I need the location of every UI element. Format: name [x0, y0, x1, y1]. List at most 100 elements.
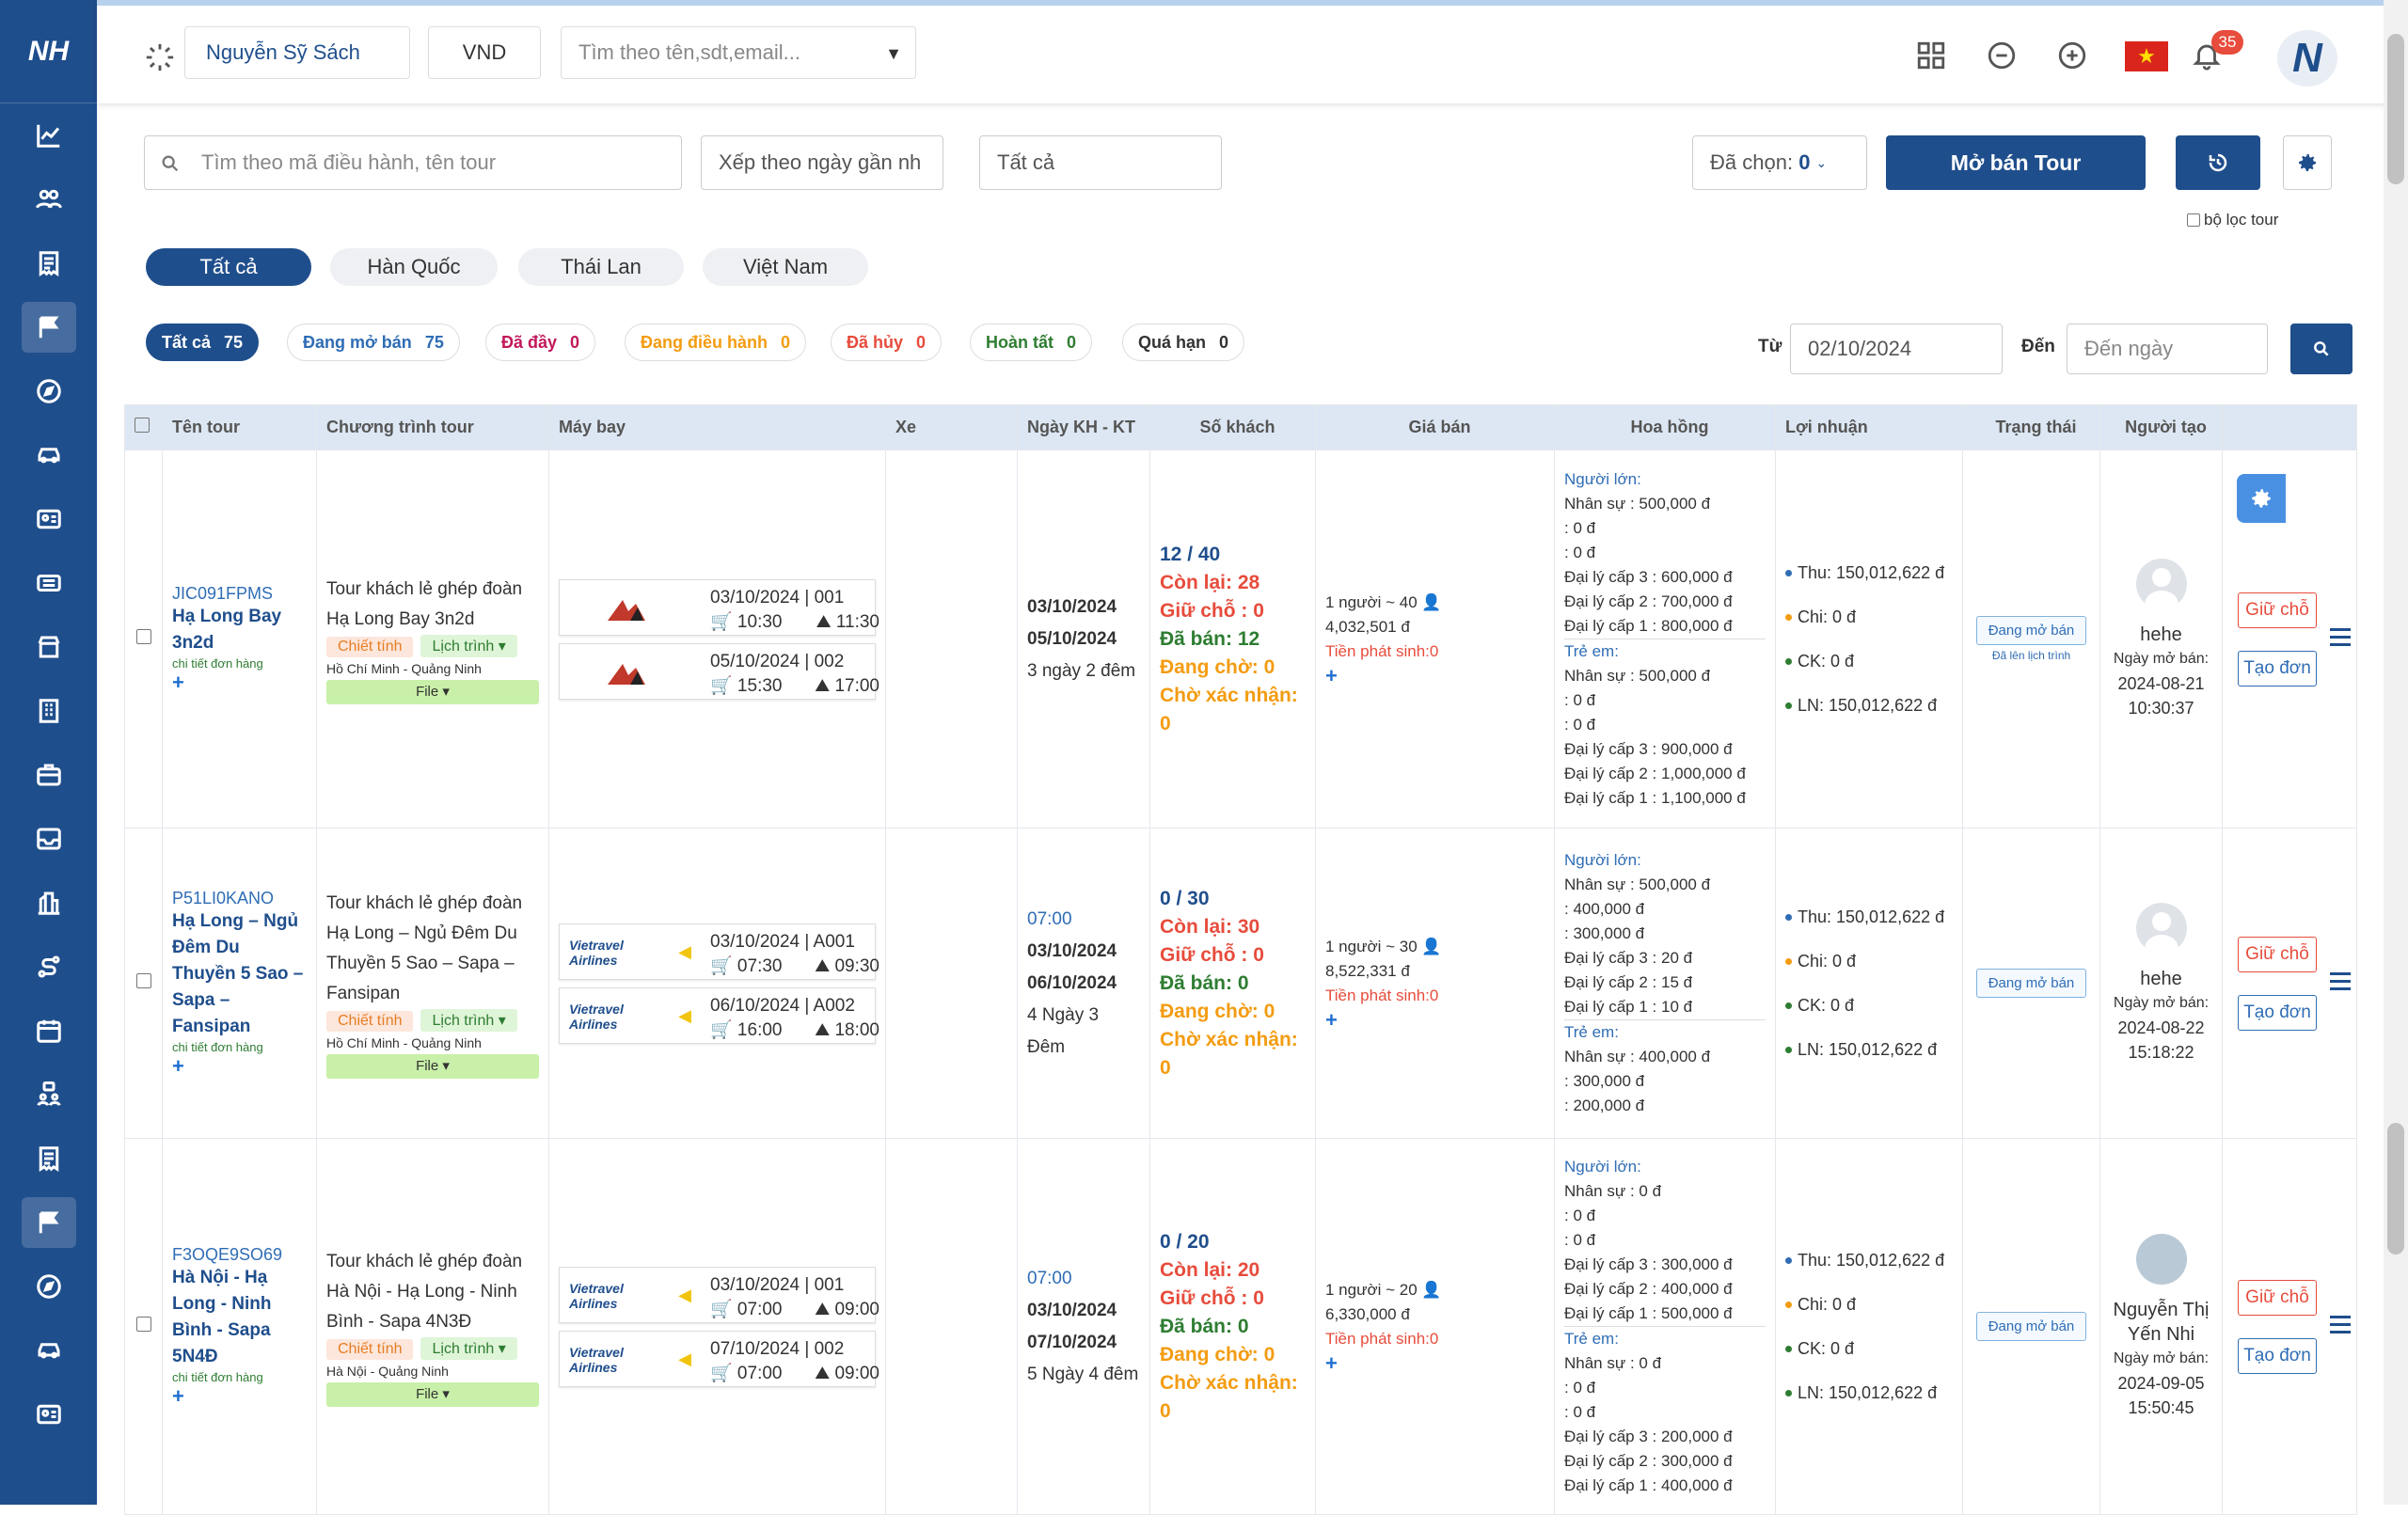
region-chip-all[interactable]: Tất cả — [146, 248, 311, 286]
add-icon[interactable]: + — [1325, 1008, 1545, 1033]
scrollbar-thumb-top[interactable] — [2387, 34, 2404, 184]
costing-tag[interactable]: Chiết tính — [326, 1011, 413, 1032]
file-dropdown[interactable]: File ▾ — [326, 680, 539, 704]
create-order-button[interactable]: Tạo đơn — [2238, 995, 2317, 1031]
select-all-checkbox[interactable] — [135, 418, 150, 433]
app-logo[interactable]: NH — [0, 0, 97, 103]
flight-card[interactable]: Vietravel Airlines◀ 06/10/2024 | A002🛒 1… — [559, 987, 876, 1044]
nav-inbox[interactable] — [0, 807, 97, 871]
add-icon[interactable]: + — [1325, 664, 1545, 688]
select-all-cell[interactable] — [125, 405, 163, 450]
flight-card[interactable]: Vietravel Airlines◀ 07/10/2024 | 002🛒 07… — [559, 1331, 876, 1387]
itinerary-tag[interactable]: Lịch trình ▾ — [420, 1337, 516, 1360]
file-dropdown[interactable]: File ▾ — [326, 1054, 539, 1079]
file-dropdown[interactable]: File ▾ — [326, 1382, 539, 1407]
region-chip-vietnam[interactable]: Việt Nam — [703, 248, 868, 286]
nav-customers[interactable] — [0, 167, 97, 231]
row-select-cell[interactable] — [125, 450, 163, 829]
floating-settings-button[interactable] — [2237, 474, 2286, 523]
nav-city[interactable] — [0, 871, 97, 935]
row-checkbox[interactable] — [136, 973, 151, 988]
sort-select[interactable]: Xếp theo ngày gần nh — [701, 135, 943, 190]
nav-calendar[interactable] — [0, 999, 97, 1063]
hold-seat-button[interactable]: Giữ chỗ — [2238, 1280, 2317, 1316]
nav-tours[interactable] — [0, 295, 97, 359]
flight-card[interactable]: 05/10/2024 | 002🛒 15:30⛰ 17:00 — [559, 643, 876, 700]
nav-routes[interactable] — [0, 935, 97, 999]
date-search-button[interactable] — [2290, 324, 2353, 374]
menu-icon[interactable] — [2330, 972, 2351, 991]
user-selector[interactable]: Nguyễn Sỹ Sách — [184, 26, 410, 79]
flight-card[interactable]: 03/10/2024 | 001🛒 10:30⛰ 11:30 — [559, 579, 876, 636]
zoom-out-icon[interactable] — [1986, 39, 2018, 71]
add-icon[interactable]: + — [1325, 1351, 1545, 1376]
status-badge[interactable]: Đang mở bán — [1976, 969, 2087, 998]
customer-search-dropdown[interactable]: Tìm theo tên,sdt,email... ▼ — [561, 26, 916, 79]
create-order-button[interactable]: Tạo đơn — [2238, 651, 2317, 686]
row-select-cell[interactable] — [125, 829, 163, 1139]
vietnam-flag-icon[interactable]: ★ — [2125, 41, 2168, 71]
create-order-button[interactable]: Tạo đơn — [2238, 1338, 2317, 1374]
scrollbar-thumb[interactable] — [2387, 1123, 2404, 1255]
nav-guides[interactable] — [0, 487, 97, 551]
nav-guides-2[interactable] — [0, 1382, 97, 1446]
settings-button[interactable] — [2283, 135, 2332, 190]
hold-seat-button[interactable]: Giữ chỗ — [2238, 592, 2317, 628]
flight-card[interactable]: Vietravel Airlines◀ 03/10/2024 | A001🛒 0… — [559, 923, 876, 980]
tour-filter-checkbox[interactable] — [2187, 213, 2200, 227]
add-icon[interactable]: + — [172, 1054, 307, 1079]
profile-avatar[interactable]: N — [2277, 30, 2337, 87]
order-detail-link[interactable]: chi tiết đơn hàng — [172, 656, 307, 671]
hold-seat-button[interactable]: Giữ chỗ — [2238, 937, 2317, 972]
nav-dashboard[interactable] — [0, 103, 97, 167]
nav-bus-groups[interactable] — [0, 1063, 97, 1127]
tour-code[interactable]: JIC091FPMS — [172, 584, 307, 604]
page-scrollbar[interactable] — [2384, 0, 2408, 1505]
grid-icon[interactable] — [1915, 39, 1947, 71]
nav-services[interactable] — [0, 743, 97, 807]
costing-tag[interactable]: Chiết tính — [326, 1339, 413, 1360]
add-icon[interactable]: + — [172, 1384, 307, 1409]
menu-icon[interactable] — [2330, 628, 2351, 647]
itinerary-tag[interactable]: Lịch trình ▾ — [420, 1009, 516, 1032]
nav-vehicles[interactable] — [0, 423, 97, 487]
costing-tag[interactable]: Chiết tính — [326, 637, 413, 657]
currency-selector[interactable]: VND — [428, 26, 541, 79]
menu-icon[interactable] — [2330, 1316, 2351, 1334]
row-checkbox[interactable] — [136, 1317, 151, 1332]
nav-explore-2[interactable] — [0, 1255, 97, 1318]
tour-code[interactable]: F3OQE9SO69 — [172, 1245, 307, 1265]
region-chip-korea[interactable]: Hàn Quốc — [330, 248, 498, 286]
refresh-button[interactable] — [2176, 135, 2260, 190]
nav-tickets[interactable] — [0, 551, 97, 615]
nav-store[interactable] — [0, 615, 97, 679]
tour-name[interactable]: Hạ Long Bay 3n2d — [172, 604, 307, 656]
tour-name[interactable]: Hà Nội - Hạ Long - Ninh Bình - Sapa 5N4Đ — [172, 1265, 307, 1370]
to-date-input[interactable]: Đến ngày — [2067, 324, 2268, 374]
zoom-in-icon[interactable] — [2056, 39, 2088, 71]
tour-name[interactable]: Hạ Long – Ngủ Đêm Du Thuyền 5 Sao – Sapa… — [172, 908, 307, 1040]
tour-code[interactable]: P51LI0KANO — [172, 889, 307, 908]
itinerary-tag[interactable]: Lịch trình ▾ — [420, 635, 516, 657]
from-date-input[interactable]: 02/10/2024 — [1790, 324, 2003, 374]
row-checkbox[interactable] — [136, 629, 151, 644]
nav-tours-2[interactable] — [0, 1191, 97, 1255]
nav-hotels[interactable] — [0, 679, 97, 743]
tour-search-field[interactable]: Tìm theo mã điều hành, tên tour — [144, 135, 682, 190]
order-detail-link[interactable]: chi tiết đơn hàng — [172, 1370, 307, 1384]
open-tour-button[interactable]: Mở bán Tour — [1886, 135, 2146, 190]
status-badge[interactable]: Đang mở bán — [1976, 616, 2087, 645]
order-detail-link[interactable]: chi tiết đơn hàng — [172, 1040, 307, 1054]
row-select-cell[interactable] — [125, 1139, 163, 1515]
add-icon[interactable]: + — [172, 671, 307, 695]
flight-card[interactable]: Vietravel Airlines◀ 03/10/2024 | 001🛒 07… — [559, 1267, 876, 1323]
nav-receipts-2[interactable] — [0, 1127, 97, 1191]
nav-receipts[interactable] — [0, 231, 97, 295]
